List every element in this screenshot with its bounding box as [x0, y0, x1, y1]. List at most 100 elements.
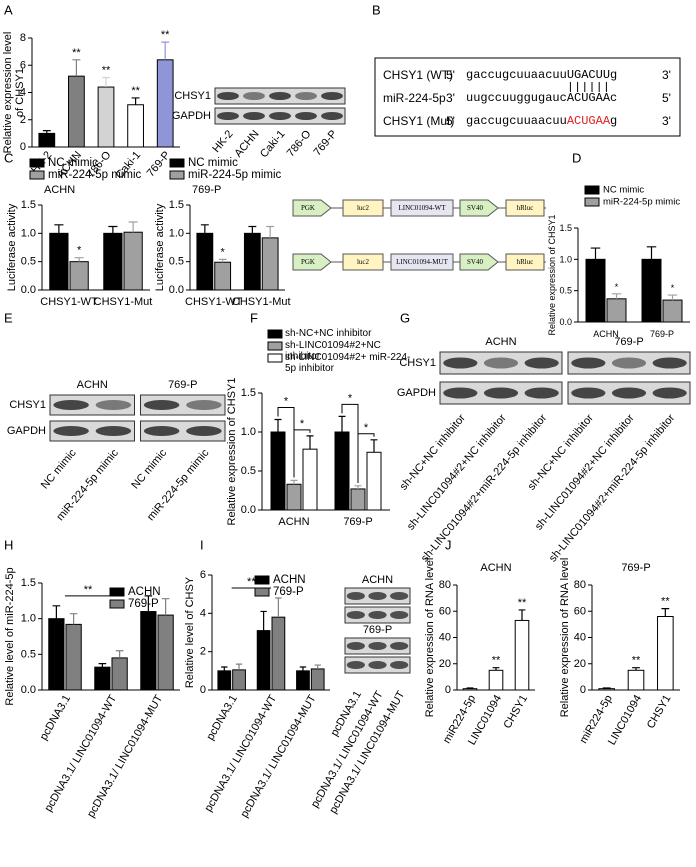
panel-letter: A	[4, 3, 13, 18]
blot-row-label: CHSY1	[174, 90, 211, 102]
blot-lane-label: HK-2	[210, 128, 235, 155]
y-axis-label: Relative level of CHSY	[184, 576, 196, 688]
sequence-end: 5'	[662, 91, 671, 105]
blot-lane-label: Caki-1	[258, 128, 288, 160]
blot-band	[571, 357, 606, 369]
bar	[256, 630, 271, 691]
blot-band	[346, 592, 365, 600]
blot-band	[53, 426, 89, 436]
error-bar	[518, 609, 526, 621]
construct-gene	[342, 253, 384, 271]
legend-swatch	[169, 158, 185, 168]
blot-band	[443, 387, 478, 399]
bar	[140, 611, 157, 691]
legend-label: ACHN	[128, 586, 161, 598]
x-tick-label: CHSY1-WT	[40, 296, 98, 308]
bar	[641, 258, 662, 323]
legend-swatch	[254, 575, 270, 585]
bar	[598, 688, 615, 691]
blot-band	[143, 426, 180, 436]
construct-label: hRluc	[517, 204, 534, 212]
error-bar	[161, 41, 170, 60]
bar	[127, 104, 144, 148]
significance: **	[72, 47, 81, 59]
y-tick-label: 1.0	[559, 254, 572, 264]
y-tick-label: 0.5	[21, 648, 36, 660]
error-bar	[200, 224, 209, 234]
sequence-seq: gaccugcuuaacuu	[466, 114, 567, 128]
panel-letter: D	[572, 151, 581, 166]
significance: *	[348, 392, 353, 404]
y-tick-label: 1.0	[241, 426, 256, 438]
construct-label: PGK	[301, 204, 315, 212]
legend-label: NC mimic	[188, 157, 238, 169]
y-tick-label: 1.5	[21, 199, 36, 211]
y-tick-label: 0	[200, 684, 206, 696]
blot-band	[390, 661, 409, 669]
legend-box: sh-LINC01094#2+NC inhibitor	[285, 340, 381, 362]
blot-band	[611, 387, 647, 399]
y-tick-label: 1.5	[559, 223, 572, 233]
legend-label: NC mimic	[48, 157, 98, 169]
bar	[103, 232, 123, 291]
legend-swatch	[584, 197, 600, 207]
error-bar	[290, 479, 298, 485]
bar	[68, 75, 85, 148]
sequence-site: ACUGAA	[567, 114, 611, 128]
blot-band	[243, 92, 265, 100]
blot-band	[652, 357, 687, 369]
x-tick-label: 769-P	[343, 516, 372, 528]
significance: **	[661, 596, 670, 608]
x-tick-label: ACHN	[278, 516, 309, 528]
significance: *	[615, 282, 619, 292]
error-bar	[42, 130, 51, 134]
y-axis-label: Relative expression of CHSY1	[547, 214, 557, 335]
significance: *	[300, 418, 305, 430]
legend-label: miR-224-5p mimic	[48, 169, 142, 181]
bar	[94, 666, 111, 691]
chart-title: ACHN	[480, 562, 511, 574]
error-bar	[221, 666, 228, 671]
blot-band	[483, 387, 519, 399]
y-tick-label: 80	[439, 579, 451, 591]
y-axis-label: Relative expression of RNA level	[559, 558, 571, 718]
blot-band	[217, 112, 239, 120]
y-tick-label: 1.5	[21, 577, 36, 589]
significance: *	[77, 245, 82, 257]
error-bar	[314, 664, 321, 669]
y-tick-label: 0.0	[21, 684, 36, 696]
construct-label: SV40	[467, 204, 483, 212]
x-tick-label: ACHN	[593, 329, 619, 339]
significance: **	[492, 655, 501, 667]
y-tick-label: 6	[20, 59, 26, 71]
error-bar	[161, 598, 170, 616]
blot-band	[295, 112, 317, 120]
y-tick-label: 0	[445, 684, 451, 696]
sequence-name: miR-224-5p	[383, 91, 446, 105]
significance: **	[518, 597, 527, 609]
x-tick-label: CHSY1	[501, 693, 530, 731]
x-tick-label: pcDNA3.1/ LINC01094-WT	[202, 693, 279, 814]
blot-band	[95, 400, 132, 410]
bar	[350, 488, 366, 511]
y-tick-label: 20	[574, 658, 586, 670]
bar	[261, 237, 279, 291]
blot-band	[217, 92, 239, 100]
legend-label: 769-P	[128, 598, 159, 610]
y-tick-label: 1.0	[169, 227, 184, 239]
error-bar	[266, 225, 275, 238]
y-tick-label: 0.5	[169, 256, 184, 268]
error-bar	[602, 687, 611, 689]
construct-promoter	[292, 199, 332, 217]
y-tick-label: 40	[574, 632, 586, 644]
bar	[243, 232, 261, 291]
blot-group-label: 769-P	[614, 336, 643, 348]
blot-band	[611, 357, 647, 369]
y-tick-label: 60	[574, 605, 586, 617]
blot-band	[346, 611, 365, 619]
sequence-end: 3'	[662, 114, 671, 128]
bar	[69, 261, 89, 291]
bar	[286, 483, 302, 511]
y-tick-label: 80	[574, 579, 586, 591]
significance: *	[671, 283, 675, 293]
